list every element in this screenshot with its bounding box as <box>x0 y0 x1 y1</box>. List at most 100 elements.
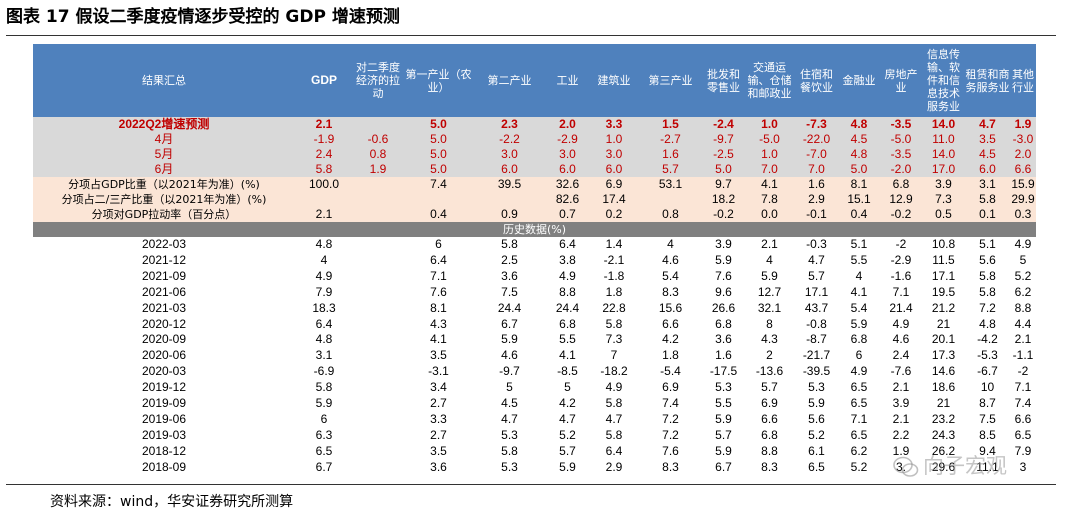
column-header: 租赁和商务服务业 <box>965 44 1010 117</box>
table-cell: 3.1 <box>965 177 1010 192</box>
table-cell: 4.9 <box>892 316 910 331</box>
table-cell: 5.8 <box>965 192 1010 207</box>
table-cell: 1.0 <box>590 132 638 147</box>
row-label: 5月 <box>33 147 295 162</box>
table-cell <box>353 237 403 253</box>
table-cell: 5.2 <box>808 427 825 442</box>
top-rule <box>6 35 1056 36</box>
row-label: 分项对GDP拉动率（百分点） <box>33 207 295 222</box>
table-cell: -6.7 <box>977 364 998 379</box>
table-cell: 15.6 <box>658 300 683 315</box>
table-cell: 5 <box>1019 252 1027 267</box>
table-cell: 3.8 <box>559 252 576 267</box>
table-cell: 6.5 <box>315 443 333 458</box>
row-label: 6月 <box>33 162 295 177</box>
table-cell: 5.7 <box>559 443 576 458</box>
table-cell: 20.1 <box>931 332 956 347</box>
table-cell: 26.6 <box>711 300 736 315</box>
table-cell: 6.8 <box>559 316 576 331</box>
table-cell: -2 <box>895 237 907 251</box>
table-cell: 8.3 <box>662 284 679 299</box>
table-cell: -3.5 <box>880 147 922 162</box>
table-cell: 15.9 <box>1010 177 1036 192</box>
table-cell: 29.6 <box>931 459 956 474</box>
chart-title: 图表 17 假设二季度疫情逐步受控的 GDP 增速预测 <box>6 7 400 27</box>
table-cell: -17.5 <box>709 364 738 379</box>
table-cell: 0.9 <box>474 207 545 222</box>
table-cell: 4.8 <box>315 237 333 251</box>
table-cell: 0.0 <box>744 207 795 222</box>
history-row: 2018-12 6.5 3.5 5.8 5.7 6.4 7.6 5.9 8.8 6.1 6.2 1.9… <box>33 444 1036 460</box>
weight-row: 分项对GDP拉动率（百分点） 2.1 0.4 0.9 0.7 0.2 0.8 -0.2 0.0-… <box>33 207 1036 222</box>
row-label: 2021-03 <box>141 300 187 315</box>
table-cell: 2.1 <box>1014 332 1032 347</box>
table-cell: 5.4 <box>662 268 679 283</box>
table-cell: -2.0 <box>880 162 922 177</box>
table-cell <box>353 192 403 207</box>
header-row: 结果汇总 GDP 对二季度经济的拉动 第一产业（农业） 第二产业 工业 建筑业 第三产业 批发和… <box>33 44 1036 117</box>
table-cell: -2.1 <box>603 252 625 267</box>
history-row: 2021-03 18.3 8.1 24.4 24.4 22.8 15.6 26.6 32.1 43… <box>33 301 1036 317</box>
table-cell: 6 <box>855 348 863 363</box>
row-label: 2021-12 <box>141 252 187 267</box>
table-cell: -0.1 <box>795 207 838 222</box>
table-cell: -1.8 <box>603 268 625 283</box>
table-cell: 1.9 <box>892 443 910 458</box>
table-cell: 7.3 <box>605 332 623 347</box>
table-cell: 10.8 <box>931 237 956 251</box>
table-cell: 18.6 <box>931 380 956 395</box>
table-cell: 39.5 <box>474 177 545 192</box>
table-cell: 12.7 <box>757 284 782 299</box>
table-cell: 4.8 <box>979 316 996 331</box>
history-row: 2020-12 6.4 4.3 6.7 6.8 5.8 6.6 6.8 8 -0.8 5.9 4.9 2… <box>33 317 1036 333</box>
column-header: 对二季度经济的拉动 <box>353 44 403 117</box>
column-header: 信息传输、软件和信息技术服务业 <box>922 44 965 117</box>
table-cell: 17.0 <box>922 162 965 177</box>
table-cell: 3.5 <box>430 443 447 458</box>
table-cell: 5.0 <box>403 132 474 147</box>
row-label: 2022-03 <box>141 237 187 251</box>
table-cell: 1.8 <box>662 348 679 363</box>
table-cell: 7.4 <box>403 177 474 192</box>
table-cell: 3.6 <box>715 332 732 347</box>
table-cell: 14.6 <box>931 364 956 379</box>
table-cell: 0.8 <box>353 147 403 162</box>
table-cell: -0.6 <box>353 132 403 147</box>
table-cell: -2.9 <box>545 132 590 147</box>
table-cell: 21.4 <box>889 300 913 315</box>
table-cell: -5.4 <box>660 364 681 379</box>
table-cell: 8.1 <box>430 300 447 315</box>
table-cell: 6.1 <box>808 443 825 458</box>
history-row: 2020-09 4.8 4.1 5.9 5.5 7.3 4.2 3.6 4.3 -8.7 6.8 4.… <box>33 332 1036 348</box>
weight-row: 分项占二/三产比重（以2021年为准）(%) 82.6 17.4 18.2 7.8 2.9… <box>33 192 1036 207</box>
history-row: 2022-03 4.8 6 5.8 6.4 1.4 4 3.9 2.1 -0.3 5.1 -2 10.8… <box>33 237 1036 253</box>
table-cell: 7.4 <box>662 396 679 411</box>
table-cell <box>638 192 703 207</box>
table-cell: -7.6 <box>890 364 912 379</box>
table-cell: 17.3 <box>931 348 956 363</box>
table-cell: 23.2 <box>931 411 956 426</box>
row-label: 分项占GDP比重（以2021年为准）(%) <box>33 177 295 192</box>
row-label: 2021-06 <box>141 284 187 299</box>
table-cell: 4.2 <box>559 396 576 411</box>
table-cell: 3.9 <box>892 396 910 411</box>
table-cell: -5.3 <box>977 348 998 363</box>
table-cell <box>353 364 403 380</box>
table-cell: 4.1 <box>559 348 576 363</box>
table-cell: 3.5 <box>965 132 1010 147</box>
history-row: 2021-06 7.9 7.6 7.5 8.8 1.8 8.3 9.6 12.7 17.1 4.1 7… <box>33 285 1036 301</box>
table-cell: 11.1 <box>976 459 999 474</box>
table-cell: 6.4 <box>430 252 447 267</box>
table-cell: 4.5 <box>501 396 518 411</box>
table-cell: 7.6 <box>715 268 732 283</box>
table-cell: 7.4 <box>1014 396 1032 411</box>
table-cell: -0.2 <box>703 207 744 222</box>
table-cell: -8.5 <box>557 364 578 379</box>
table-cell: 5.3 <box>808 380 825 395</box>
row-label: 2020-12 <box>141 316 187 331</box>
history-row: 2021-12 4 6.4 2.5 3.8 -2.1 4.6 5.9 4 4.7 5.5 -2.9 11… <box>33 253 1036 269</box>
history-separator-row: 历史数据(%) <box>33 222 1036 237</box>
projection-row: 4月 -1.9 -0.6 5.0 -2.2 -2.9 1.0 -2.7 -9.7 -5.0 -22.… <box>33 132 1036 147</box>
table-cell: 2.2 <box>892 427 910 442</box>
table-cell: 1.9 <box>1010 117 1036 132</box>
